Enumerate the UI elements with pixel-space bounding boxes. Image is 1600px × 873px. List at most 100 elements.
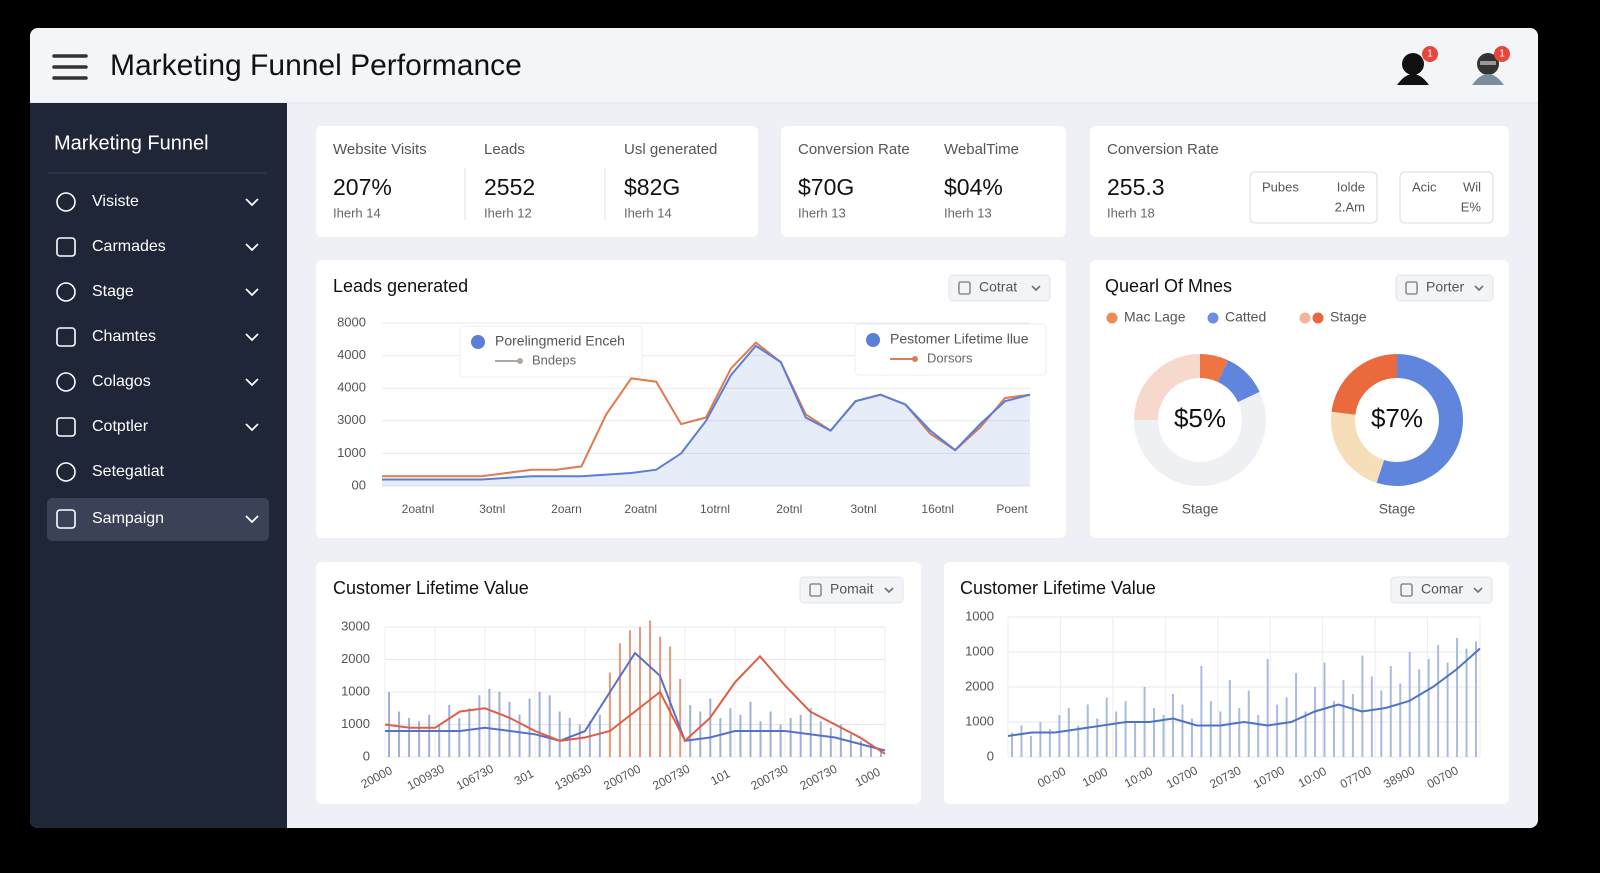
legend-label: Mac Lage bbox=[1124, 309, 1186, 325]
nav-item[interactable]: Carmades bbox=[92, 238, 166, 255]
y-tick-label: 1000 bbox=[965, 608, 994, 623]
bar bbox=[839, 724, 842, 757]
x-tick-label: 2otnl bbox=[776, 502, 802, 516]
line bbox=[385, 651, 886, 752]
bar bbox=[1124, 701, 1127, 757]
kpi-box-text: Pubes bbox=[1262, 179, 1299, 194]
bar bbox=[769, 711, 772, 757]
bar bbox=[398, 711, 401, 757]
kpi-value: 2552 bbox=[484, 174, 535, 200]
bar bbox=[1077, 725, 1080, 757]
kpi-box-text: Acic bbox=[1412, 179, 1437, 194]
y-tick-label: 4000 bbox=[337, 380, 366, 395]
bar bbox=[799, 714, 802, 757]
bar bbox=[679, 679, 682, 757]
chart-title: Quearl Of Mnes bbox=[1105, 276, 1232, 296]
dropdown[interactable] bbox=[948, 274, 1051, 302]
nav-item[interactable]: Sampaign bbox=[92, 510, 164, 527]
kpi-sub: Iherh 14 bbox=[624, 205, 672, 220]
dropdown-label[interactable]: Cotrat bbox=[979, 279, 1017, 295]
dropdown[interactable] bbox=[799, 576, 904, 604]
bar bbox=[1200, 666, 1203, 757]
nav-icon bbox=[56, 372, 76, 392]
nav-item[interactable]: Stage bbox=[92, 283, 134, 300]
x-tick-label: 2oatnl bbox=[624, 502, 657, 516]
bar bbox=[1029, 736, 1032, 757]
bar bbox=[1067, 708, 1070, 757]
donut-segment bbox=[1376, 354, 1463, 486]
nav-icon bbox=[56, 509, 76, 529]
bar bbox=[809, 708, 812, 757]
line bbox=[1007, 647, 1481, 737]
bar bbox=[488, 688, 491, 757]
chart-title: Customer Lifetime Value bbox=[960, 578, 1156, 598]
bar bbox=[428, 714, 431, 757]
kpi-value: 207% bbox=[333, 174, 392, 200]
bar bbox=[458, 718, 461, 757]
dropdown-label[interactable]: Comar bbox=[1421, 581, 1463, 597]
menu-button[interactable] bbox=[52, 54, 88, 80]
notification-badge: 1 bbox=[1427, 49, 1433, 60]
sidebar bbox=[30, 103, 287, 828]
donut-segment bbox=[1134, 391, 1266, 486]
bar bbox=[408, 718, 411, 757]
y-tick-label: 4000 bbox=[337, 347, 366, 362]
nav-icon bbox=[56, 237, 76, 257]
dropdown[interactable] bbox=[1390, 576, 1493, 604]
kpi-dividers bbox=[464, 168, 606, 220]
x-tick-label: Poent bbox=[996, 502, 1028, 516]
dropdown[interactable] bbox=[1395, 274, 1494, 302]
kpi-sub: Iherh 14 bbox=[333, 205, 381, 220]
kpi-label: Conversion Rate bbox=[798, 141, 910, 158]
bar bbox=[1219, 711, 1222, 757]
kpi-sub: Iherh 12 bbox=[484, 205, 532, 220]
x-tick-label: 2oarn bbox=[551, 502, 582, 516]
bar bbox=[518, 714, 521, 757]
bar bbox=[1456, 638, 1459, 757]
kpi-label: Leads bbox=[484, 141, 525, 158]
legend-box bbox=[854, 323, 1047, 376]
y-tick-label: 3000 bbox=[341, 618, 370, 633]
avatar[interactable] bbox=[1397, 46, 1438, 85]
bar bbox=[1276, 704, 1279, 757]
y-tick-label: 2000 bbox=[965, 678, 994, 693]
bar bbox=[1134, 722, 1137, 757]
bar bbox=[628, 630, 631, 757]
nav-icon bbox=[56, 192, 76, 212]
legend-dot bbox=[517, 358, 523, 364]
nav-item[interactable]: Setegatiat bbox=[92, 463, 165, 480]
bar bbox=[438, 724, 441, 757]
bar bbox=[1370, 676, 1373, 757]
bar bbox=[578, 724, 581, 757]
bar bbox=[1238, 708, 1241, 757]
kpi-label: WebalTime bbox=[944, 141, 1019, 158]
avatar[interactable] bbox=[1472, 46, 1510, 85]
dropdown-label[interactable]: Porter bbox=[1426, 279, 1464, 295]
donut-caption: Stage bbox=[1379, 501, 1416, 517]
bar bbox=[1257, 715, 1260, 757]
dropdown-label[interactable]: Pomait bbox=[830, 581, 874, 597]
kpi-label: Usl generated bbox=[624, 141, 717, 158]
chevron bbox=[245, 243, 259, 252]
donut-segment bbox=[1199, 354, 1229, 383]
bar bbox=[1314, 687, 1317, 757]
bar bbox=[1058, 715, 1061, 757]
nav-item[interactable]: Cotptler bbox=[92, 418, 149, 435]
y-tick-label: 3000 bbox=[337, 412, 366, 427]
x-tick-label: 16otnl bbox=[921, 502, 954, 516]
nav-item[interactable]: Chamtes bbox=[92, 328, 156, 345]
chevron bbox=[1473, 587, 1483, 594]
nav-item[interactable]: Visiste bbox=[92, 193, 139, 210]
bar bbox=[819, 721, 822, 757]
bar bbox=[649, 620, 652, 757]
bar bbox=[478, 695, 481, 757]
bar bbox=[1380, 690, 1383, 757]
chevron bbox=[245, 378, 259, 387]
nav-item[interactable]: Colagos bbox=[92, 373, 151, 390]
dropdown-icon bbox=[809, 583, 822, 597]
donut-segment bbox=[1134, 354, 1201, 421]
legend-dot bbox=[1299, 312, 1311, 324]
donut-center-label: $5% bbox=[1174, 403, 1226, 433]
bar bbox=[869, 744, 872, 757]
